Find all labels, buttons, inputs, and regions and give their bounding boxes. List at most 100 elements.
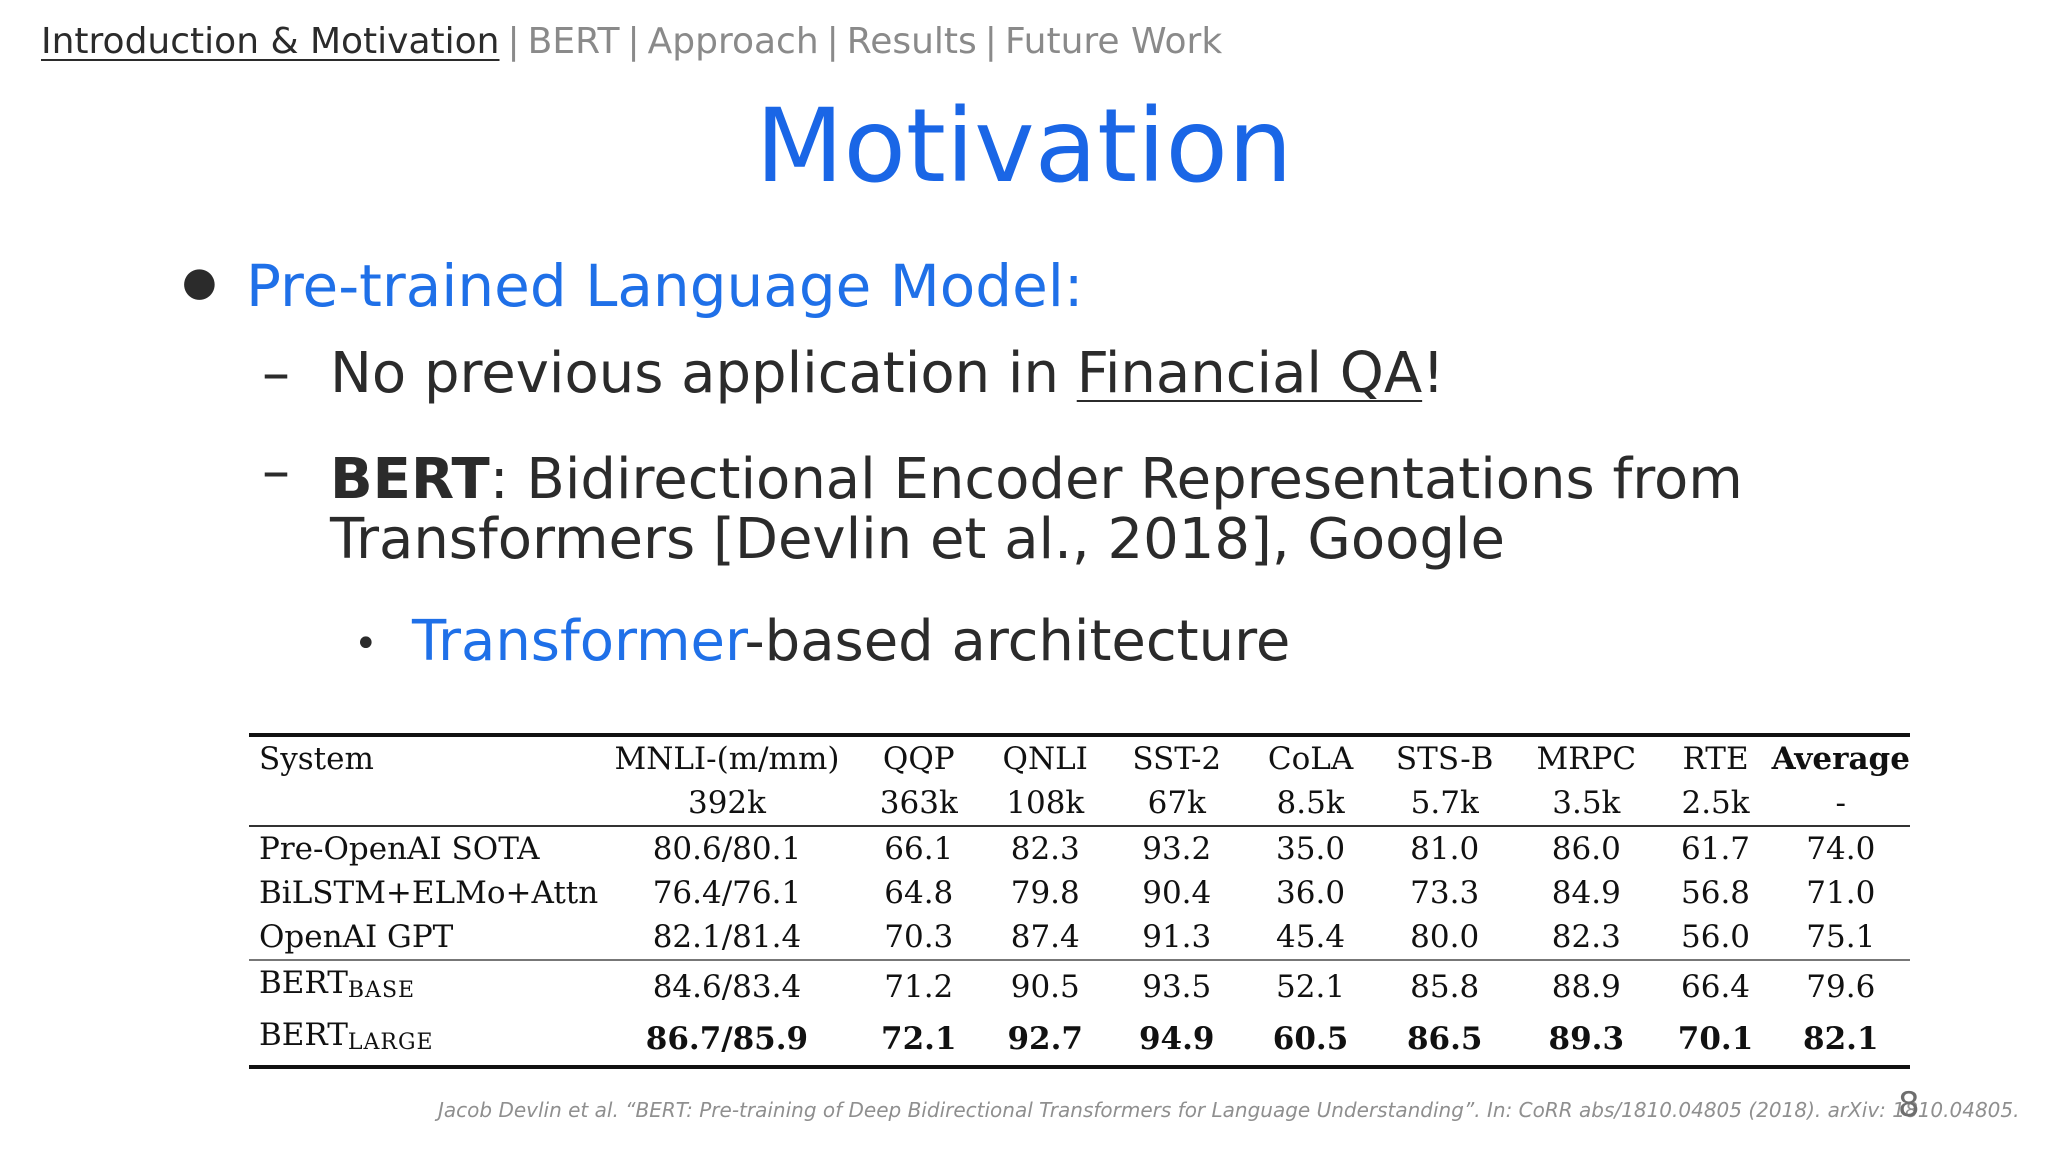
transformer-highlight: Transformer: [412, 609, 745, 674]
nav-item-approach[interactable]: Approach: [647, 21, 819, 62]
bert-bold: BERT: [330, 447, 490, 512]
transformer-rest: -based architecture: [744, 609, 1291, 674]
size-cell: 392k: [687, 785, 766, 821]
table-cell: 35.0: [1244, 825, 1377, 871]
table-cell: 91.3: [1142, 919, 1212, 955]
table-cell: 61.7: [1659, 825, 1772, 871]
nav-item-bert[interactable]: BERT: [527, 21, 620, 62]
table-cell: 70.3: [884, 919, 954, 955]
row-system: BERTBASE: [249, 959, 599, 1013]
table-cell: 80.0: [1410, 919, 1480, 955]
bullet-dot: ●: [182, 259, 217, 305]
table-row: BiLSTM+ELMo+Attn 76.4/76.1 64.8 79.8 90.…: [249, 871, 1910, 915]
table-cell: 45.4: [1276, 919, 1346, 955]
row-system-name: BERT: [259, 1017, 348, 1053]
sub1-pre: No previous application in: [330, 341, 1077, 406]
table-cell: 80.6/80.1: [598, 825, 856, 871]
table-cell: 82.3: [1551, 919, 1621, 955]
table-row: BERTLARGE 86.7/85.9 72.1 92.7 94.9 60.5 …: [249, 1013, 1910, 1069]
size-cell: 2.5k: [1681, 785, 1750, 821]
table-cell: 86.5: [1376, 1013, 1514, 1069]
table-cell: 70.1: [1659, 1013, 1772, 1069]
row-system: BERTLARGE: [249, 1013, 599, 1069]
table-cell: 73.3: [1410, 875, 1480, 911]
table-cell: 79.8: [1010, 875, 1080, 911]
size-cell: 108k: [1006, 785, 1085, 821]
table-cell: 86.7/85.9: [598, 1013, 856, 1069]
size-cell: 363k: [879, 785, 958, 821]
header-qnli: QNLI: [981, 733, 1109, 781]
dash-marker: –: [262, 341, 290, 406]
table-cell: 94.9: [1108, 1013, 1245, 1069]
table-cell: 84.6/83.4: [598, 959, 856, 1013]
table-size-row: 392k 363k 108k 67k 8.5k 5.7k 3.5k 2.5k -: [249, 781, 1910, 826]
row-system-sub: LARGE: [347, 1030, 434, 1055]
table-cell: 56.0: [1681, 919, 1751, 955]
size-cell: 3.5k: [1552, 785, 1621, 821]
table-cell: 82.1/81.4: [652, 919, 802, 955]
table-cell: 66.4: [1659, 959, 1772, 1013]
sub1-post: !: [1422, 341, 1445, 406]
sub-bullet-bert-line2: Transformers [Devlin et al., 2018], Goog…: [330, 507, 1505, 572]
table-cell: 87.4: [1010, 919, 1080, 955]
table-cell: 52.1: [1244, 959, 1377, 1013]
nav-separator: |: [507, 21, 520, 62]
table-cell: 85.8: [1376, 959, 1514, 1013]
table-cell: 64.8: [884, 875, 954, 911]
table-cell: 93.2: [1108, 825, 1245, 871]
financial-qa-link[interactable]: Financial QA: [1076, 341, 1423, 406]
table-cell: 82.3: [981, 825, 1109, 871]
nav-item-future-work[interactable]: Future Work: [1004, 21, 1223, 62]
table-row: OpenAI GPT 82.1/81.4 70.3 87.4 91.3 45.4…: [249, 915, 1910, 960]
table-cell: 60.5: [1244, 1013, 1377, 1069]
sub-bullet-no-previous: No previous application in Financial QA!: [330, 342, 1445, 406]
table-cell: 93.5: [1108, 959, 1245, 1013]
sub-bullet-transformer: Transformer-based architecture: [412, 610, 1290, 674]
table-row: BERTBASE 84.6/83.4 71.2 90.5 93.5 52.1 8…: [249, 959, 1910, 1013]
slide-title: Motivation: [755, 87, 1293, 206]
row-system: OpenAI GPT: [259, 919, 454, 955]
header-average: Average: [1771, 733, 1910, 781]
table-cell: 56.8: [1681, 875, 1751, 911]
header-system: System: [249, 733, 599, 781]
nav-separator: |: [627, 21, 640, 62]
table-header-row: System MNLI-(m/mm) QQP QNLI SST-2 CoLA S…: [249, 733, 1910, 781]
table-row: Pre-OpenAI SOTA 80.6/80.1 66.1 82.3 93.2…: [249, 825, 1910, 871]
citation: Jacob Devlin et al. “BERT: Pre-training …: [438, 1098, 2020, 1122]
table-cell: 75.1: [1806, 919, 1876, 955]
table-cell: 74.0: [1771, 825, 1910, 871]
table-cell: 71.2: [855, 959, 982, 1013]
nav-item-results[interactable]: Results: [846, 21, 977, 62]
row-system-sub: BASE: [347, 978, 416, 1003]
row-system: BiLSTM+ELMo+Attn: [259, 875, 599, 911]
page-number: 8: [1898, 1085, 1920, 1125]
table-cell: 88.9: [1513, 959, 1660, 1013]
table-cell: 36.0: [1276, 875, 1346, 911]
table-cell: 92.7: [981, 1013, 1109, 1069]
bullet-pretrained-lm: Pre-trained Language Model:: [246, 252, 1084, 320]
table-cell: 90.5: [981, 959, 1109, 1013]
header-mnli: MNLI-(m/mm): [598, 733, 856, 781]
row-system: Pre-OpenAI SOTA: [249, 825, 599, 871]
glue-results-table: System MNLI-(m/mm) QQP QNLI SST-2 CoLA S…: [249, 733, 1910, 1069]
table-cell: 90.4: [1142, 875, 1212, 911]
size-cell: 5.7k: [1410, 785, 1479, 821]
table-cell: 72.1: [855, 1013, 982, 1069]
header-qqp: QQP: [855, 733, 982, 781]
dash-marker: –: [262, 439, 290, 504]
table-cell: 79.6: [1771, 959, 1910, 1013]
nav-item-introduction[interactable]: Introduction & Motivation: [41, 21, 500, 62]
size-cell: [249, 781, 598, 826]
table-cell: 71.0: [1806, 875, 1876, 911]
table-cell: 84.9: [1551, 875, 1621, 911]
table-cell: 66.1: [855, 825, 982, 871]
header-stsb: STS-B: [1376, 733, 1514, 781]
header-cola: CoLA: [1244, 733, 1377, 781]
sub-bullet-bert-line1: BERT: Bidirectional Encoder Representati…: [330, 448, 1743, 512]
table-cell: 86.0: [1513, 825, 1660, 871]
nav-separator: |: [826, 21, 839, 62]
nav-separator: |: [984, 21, 997, 62]
table-cell: 89.3: [1513, 1013, 1660, 1069]
table-cell: 76.4/76.1: [652, 875, 802, 911]
row-system-name: BERT: [259, 965, 348, 1001]
